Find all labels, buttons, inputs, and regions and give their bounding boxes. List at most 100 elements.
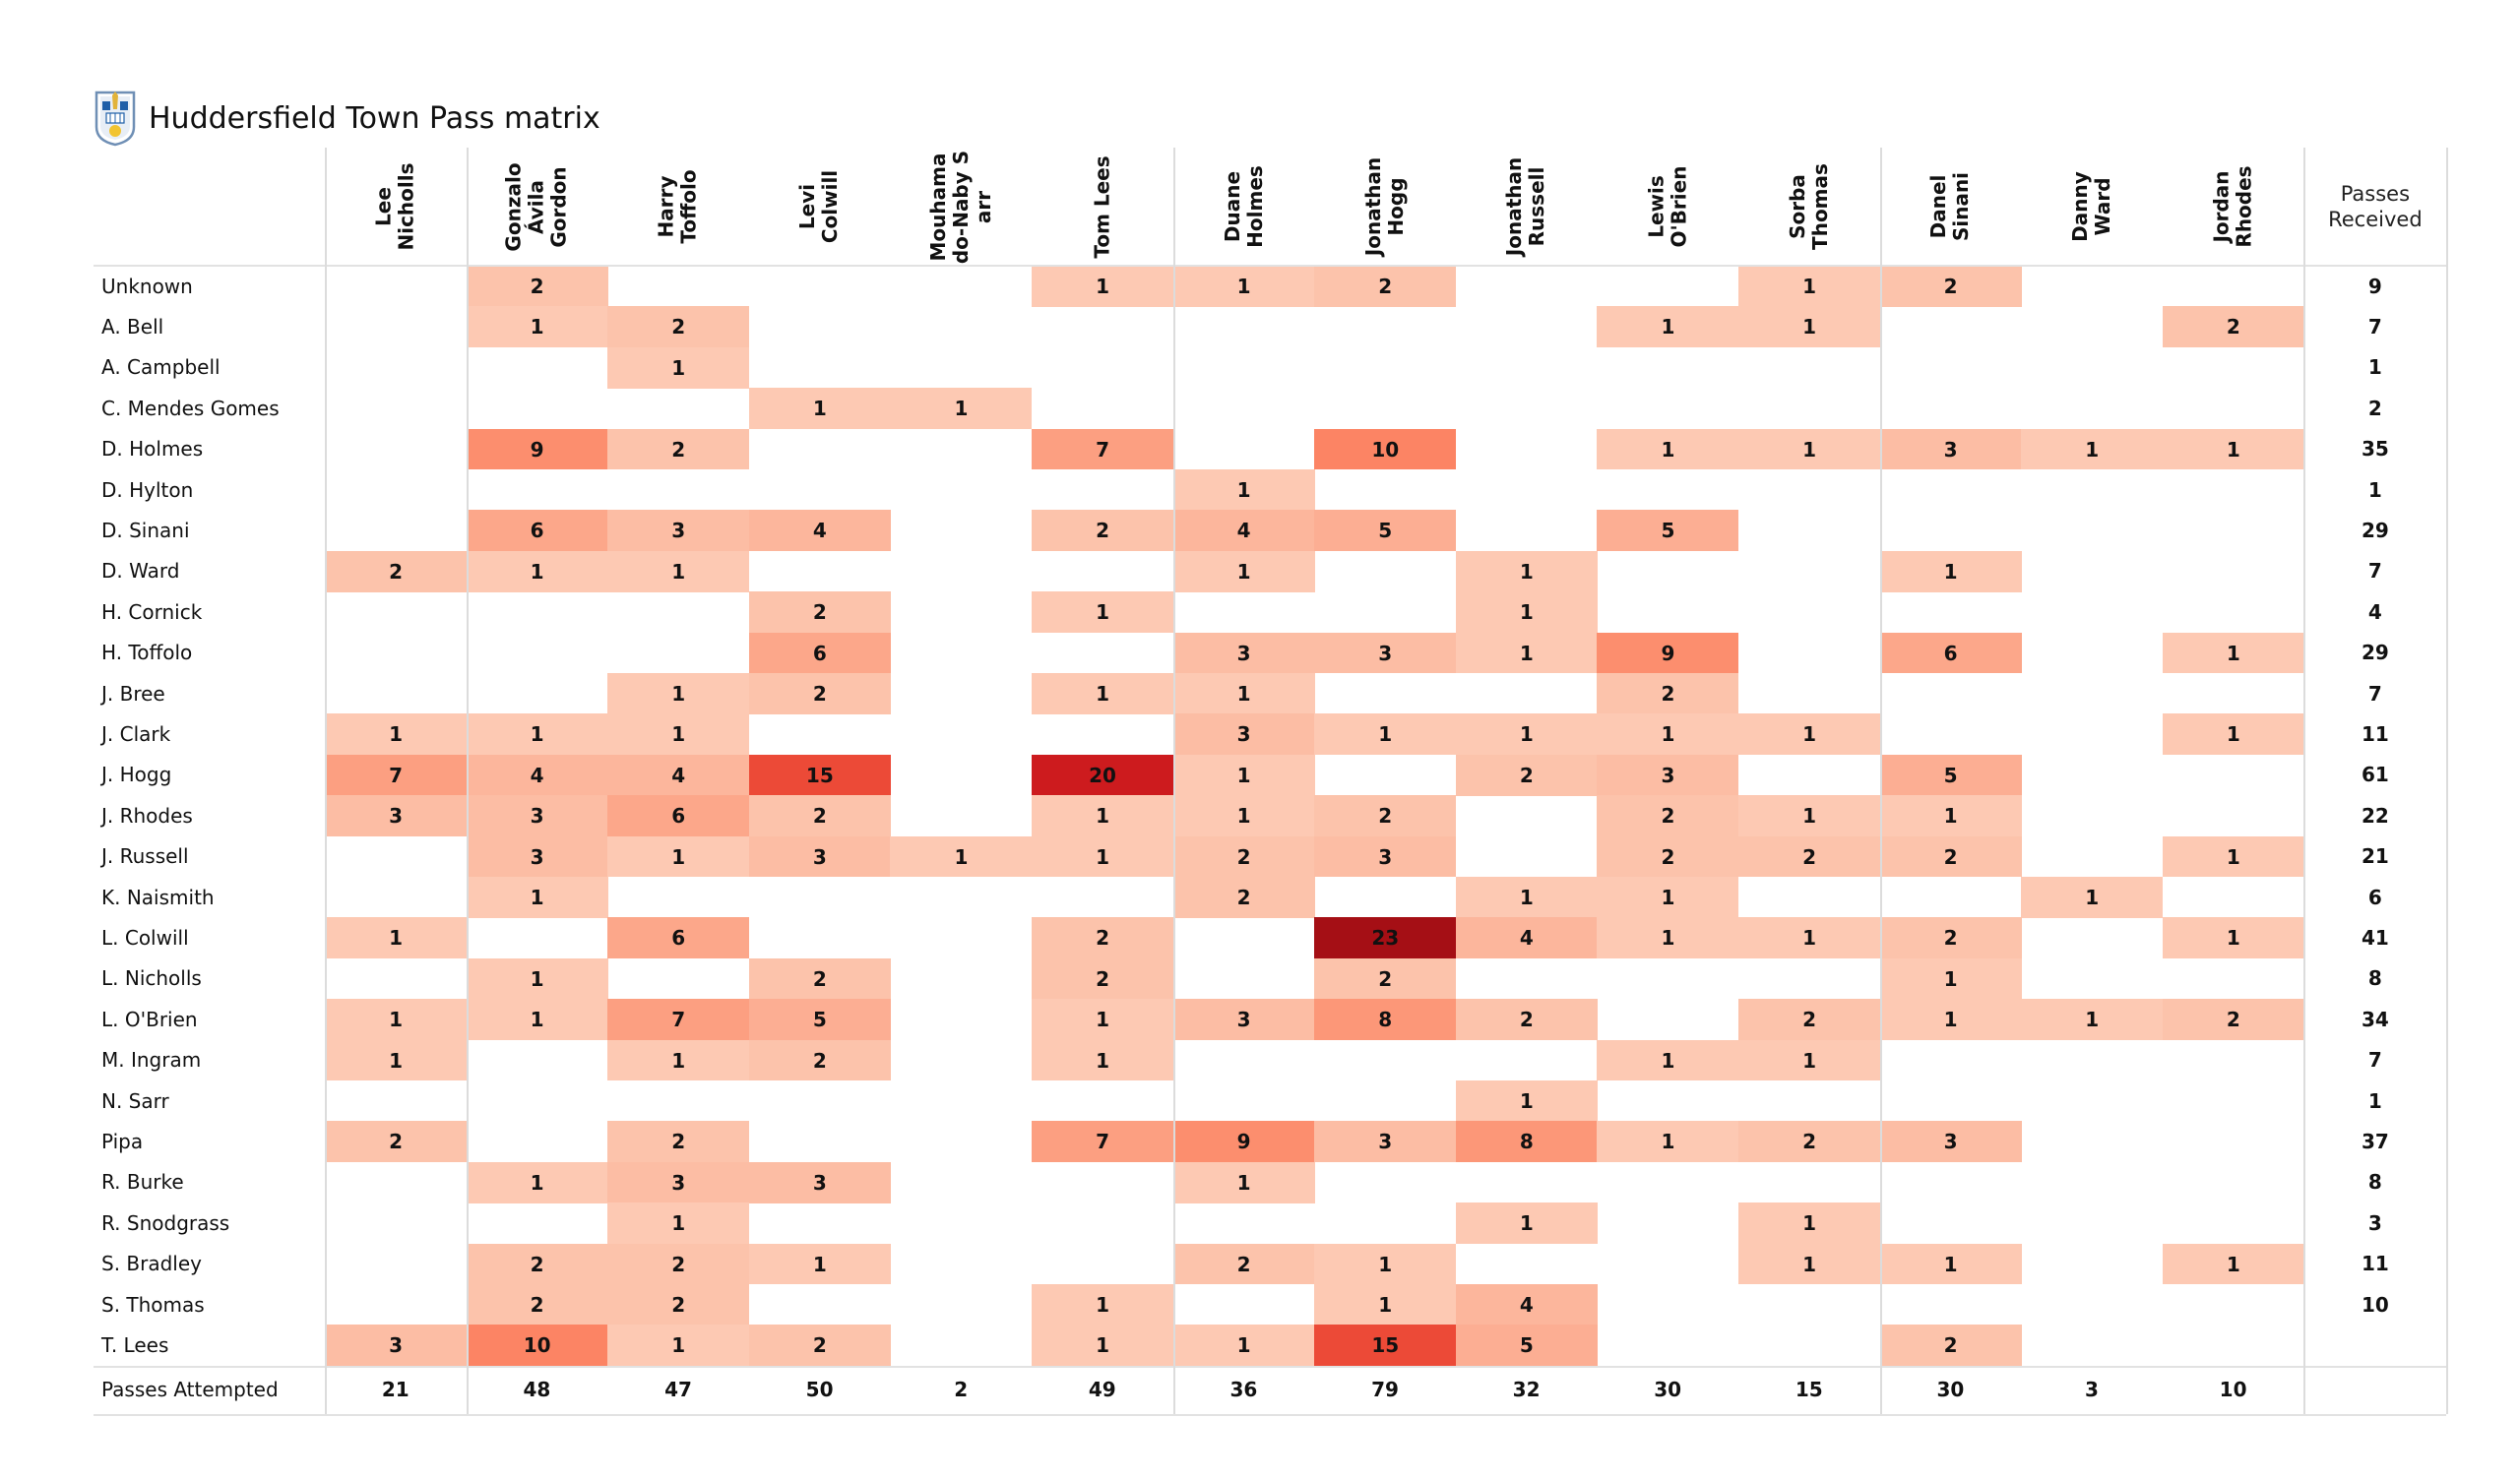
heatmap-cell: 8: [1455, 1121, 1598, 1163]
heatmap-cell: 1: [2021, 877, 2164, 918]
heatmap-cell: 3: [748, 835, 891, 878]
heatmap-cell: 1: [1032, 591, 1174, 634]
heatmap-cell: 2: [1172, 1243, 1315, 1285]
heatmap-cell: 2: [1314, 795, 1457, 837]
heatmap-cell: 1: [1738, 266, 1881, 307]
heatmap-cell: 1: [1738, 713, 1881, 756]
heatmap-cell: 1: [1597, 1121, 1739, 1163]
row-label: R. Snodgrass: [101, 1210, 230, 1235]
heatmap-cell: 2: [1879, 835, 2022, 878]
heatmap-cell: 1: [607, 835, 750, 878]
heatmap-cell: 2: [1879, 917, 2022, 959]
heatmap-cell: 2: [1738, 835, 1881, 878]
heatmap-cell: 15: [1314, 1325, 1457, 1367]
heatmap-cell: 2: [1879, 1325, 2022, 1367]
heatmap-cell: 4: [1172, 510, 1315, 552]
heatmap-cell: 3: [1172, 632, 1315, 674]
grid-line: [2446, 148, 2449, 1415]
column-header: Mouhama do-Naby S arr: [890, 148, 1032, 266]
heatmap-cell: 2: [1032, 957, 1174, 1000]
heatmap-cell: 2: [607, 428, 750, 470]
column-header-label: Harry Toffolo: [654, 169, 701, 244]
heatmap-cell: 2: [607, 1243, 750, 1285]
row-label: K. Naismith: [101, 885, 215, 909]
column-header: Lewis O'Brien: [1597, 148, 1738, 266]
heatmap-cell: 1: [1455, 1080, 1598, 1122]
heatmap-cell: 3: [466, 795, 608, 837]
heatmap-cell: 1: [1172, 1325, 1315, 1367]
column-header-label: Levi Colwill: [795, 169, 843, 244]
heatmap-cell: 1: [607, 550, 750, 592]
heatmap-cell: 2: [748, 591, 891, 634]
passes-received-value: 29: [2361, 641, 2389, 665]
column-header-label: Danel Sinani: [1926, 171, 1974, 242]
heatmap-cell: 1: [607, 1325, 750, 1367]
heatmap-cell: 1: [1172, 1161, 1315, 1203]
heatmap-cell: 7: [325, 754, 468, 796]
heatmap-cell: 3: [1172, 999, 1315, 1041]
passes-attempted-value: 15: [1795, 1378, 1823, 1402]
heatmap-cell: 2: [1455, 999, 1598, 1041]
column-header: Lee Nicholls: [325, 148, 467, 266]
heatmap-cell: 1: [1032, 835, 1174, 878]
heatmap-cell: 5: [1455, 1325, 1598, 1367]
heatmap-cell: 20: [1032, 754, 1174, 796]
passes-received-value: 11: [2361, 722, 2389, 747]
heatmap-cell: 1: [2162, 835, 2304, 878]
heatmap-cell: 1: [1032, 266, 1174, 307]
heatmap-cell: 5: [1597, 510, 1739, 552]
heatmap-cell: 1: [1314, 1243, 1457, 1285]
heatmap-cell: 1: [890, 388, 1033, 430]
heatmap-cell: 4: [466, 754, 608, 796]
heatmap-cell: 2: [607, 306, 750, 348]
passes-received-value: 6: [2367, 885, 2382, 909]
passes-attempted-value: 50: [805, 1378, 834, 1402]
heatmap-cell: 1: [1032, 1325, 1174, 1367]
passes-received-value: 34: [2361, 1007, 2389, 1031]
row-label: L. O'Brien: [101, 1007, 198, 1031]
grid-line: [1172, 148, 1175, 1415]
passes-attempted-value: 3: [2085, 1378, 2099, 1402]
column-header: Danny Ward: [2021, 148, 2163, 266]
heatmap-cell: 3: [466, 835, 608, 878]
passes-received-value: 11: [2361, 1252, 2389, 1276]
passes-attempted-value: 30: [1654, 1378, 1682, 1402]
passes-received-value: 7: [2367, 315, 2382, 339]
heatmap-cell: 2: [748, 1325, 891, 1367]
passes-attempted-value: 49: [1088, 1378, 1116, 1402]
heatmap-cell: 1: [1172, 795, 1315, 837]
heatmap-cell: 1: [2021, 428, 2164, 470]
row-label: H. Toffolo: [101, 641, 193, 665]
heatmap-cell: 1: [1314, 1284, 1457, 1326]
heatmap-cell: 1: [1738, 917, 1881, 959]
heatmap-cell: 7: [607, 999, 750, 1041]
heatmap-cell: 2: [325, 550, 468, 592]
heatmap-cell: 1: [890, 835, 1033, 878]
heatmap-cell: 1: [2021, 999, 2164, 1041]
heatmap-cell: 1: [1597, 713, 1739, 756]
row-label: R. Burke: [101, 1170, 184, 1195]
column-header-label: Mouhama do-Naby S arr: [925, 150, 995, 264]
heatmap-cell: 6: [1879, 632, 2022, 674]
heatmap-cell: 1: [466, 306, 608, 348]
heatmap-cell: 1: [1032, 1039, 1174, 1081]
column-header-label: Sorba Thomas: [1785, 163, 1832, 250]
column-header-label: Lewis O'Brien: [1644, 165, 1691, 248]
heatmap-cell: 1: [1032, 795, 1174, 837]
heatmap-cell: 1: [1738, 795, 1881, 837]
row-label: D. Holmes: [101, 437, 204, 462]
heatmap-cell: 5: [1314, 510, 1457, 552]
heatmap-cell: 1: [1879, 957, 2022, 1000]
heatmap-cell: 3: [607, 510, 750, 552]
chart-title: Huddersfield Town Pass matrix: [149, 100, 600, 136]
passes-attempted-value: 2: [954, 1378, 969, 1402]
row-label: H. Cornick: [101, 599, 203, 624]
grid-line: [2303, 148, 2306, 1415]
heatmap-cell: 1: [466, 550, 608, 592]
heatmap-cell: 1: [1172, 266, 1315, 307]
heatmap-cell: 1: [466, 999, 608, 1041]
heatmap-cell: 6: [607, 795, 750, 837]
heatmap-cell: 1: [1597, 1039, 1739, 1081]
heatmap-cell: 6: [607, 917, 750, 959]
heatmap-cell: 1: [1738, 1039, 1881, 1081]
